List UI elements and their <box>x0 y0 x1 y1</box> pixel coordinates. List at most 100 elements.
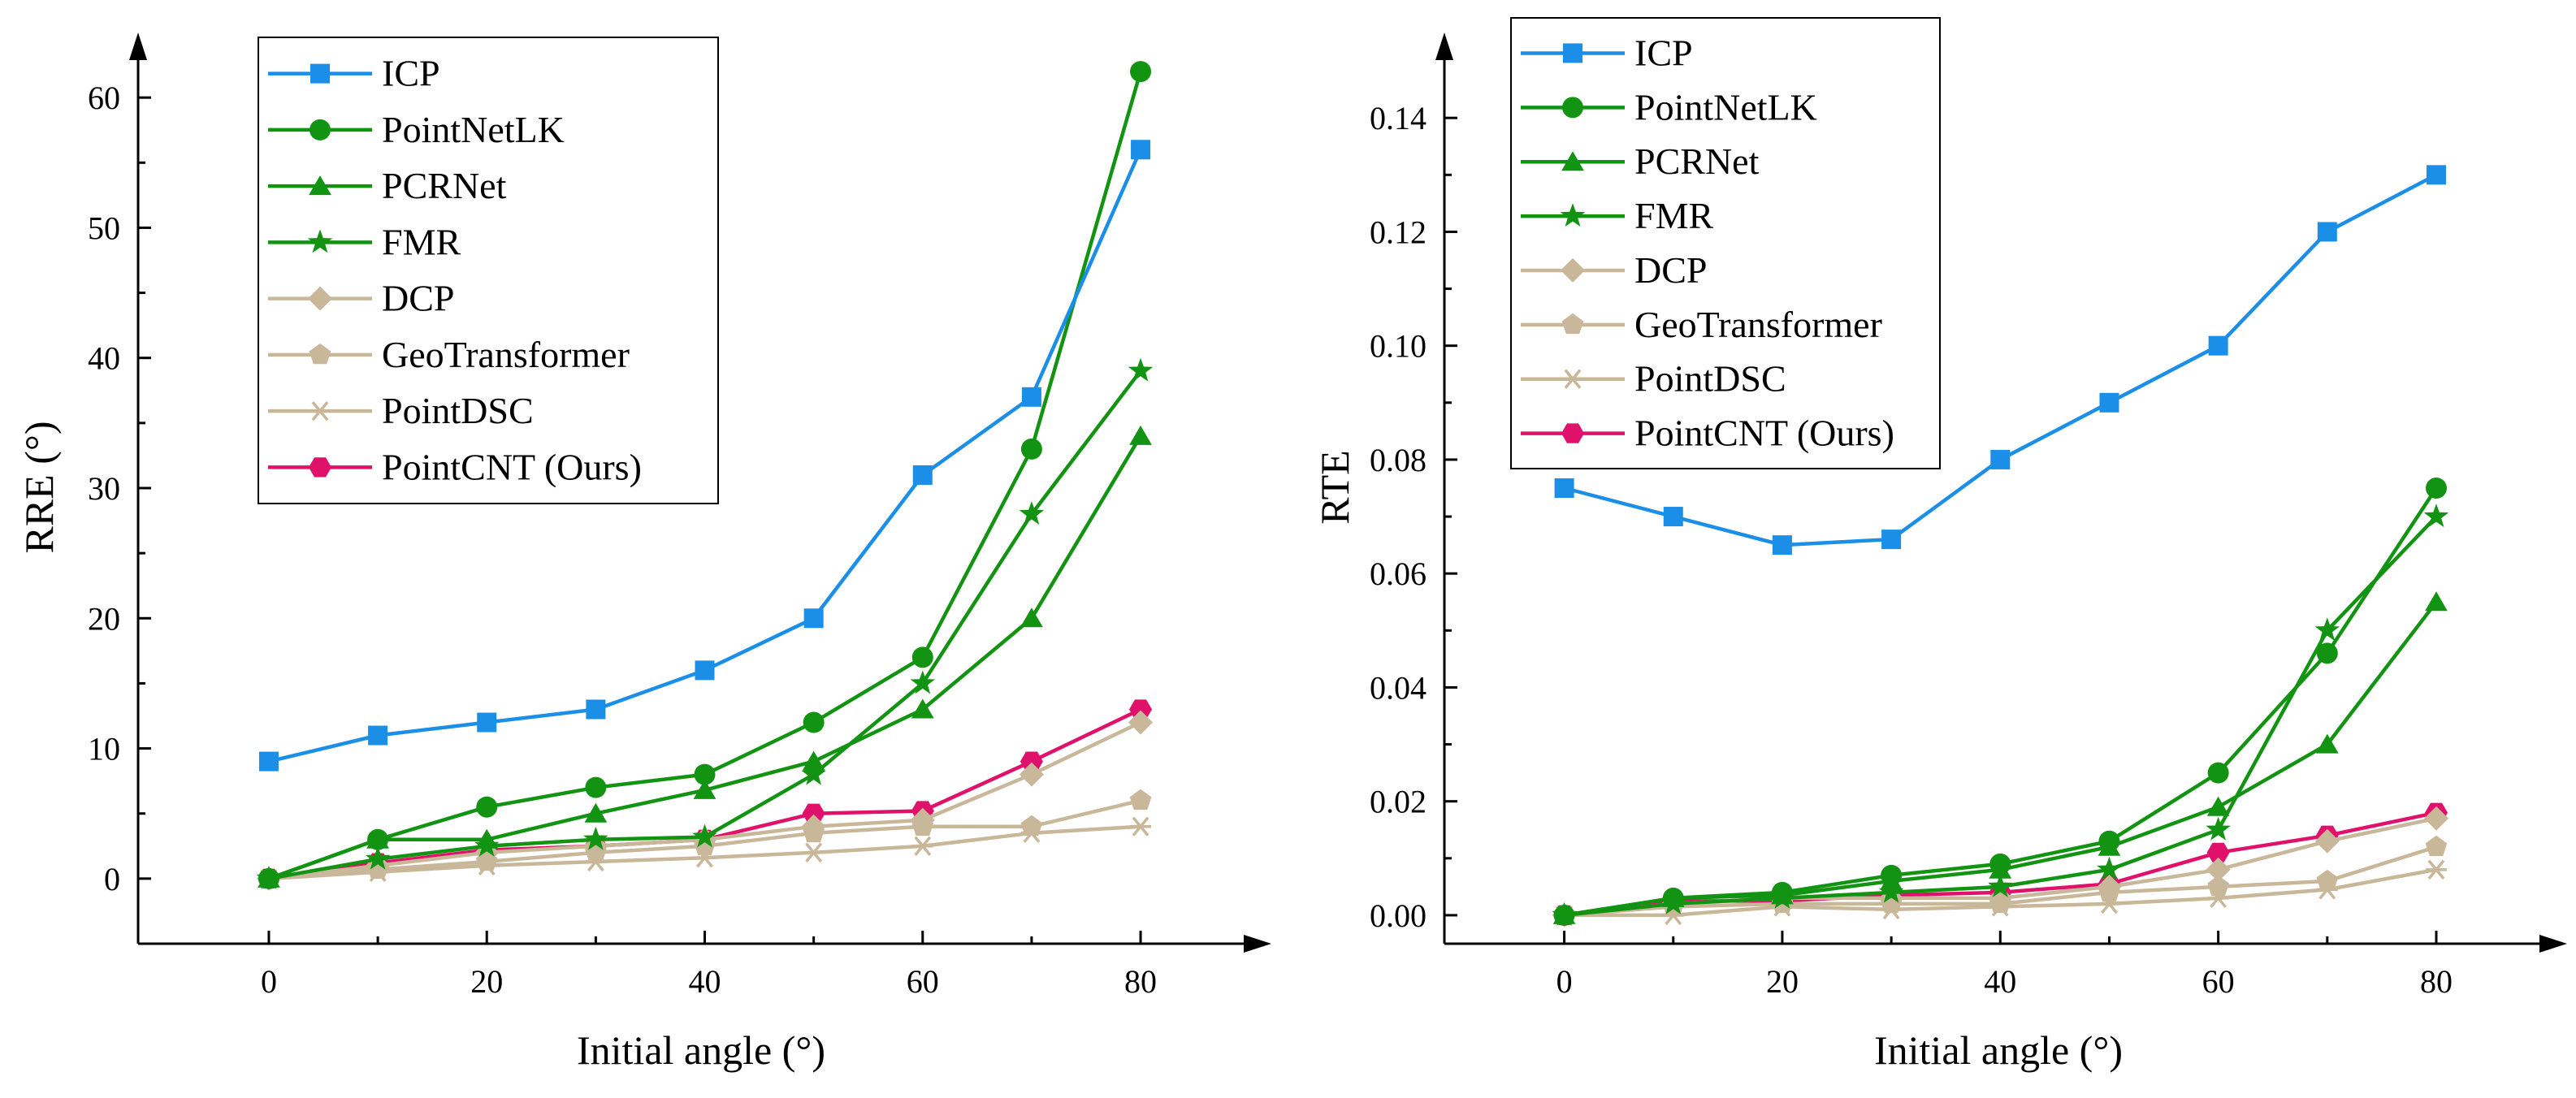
x-tick-label: 20 <box>1766 963 1799 1000</box>
data-point <box>2316 733 2339 754</box>
legend-label: GeoTransformer <box>382 334 630 375</box>
data-point <box>2207 762 2229 784</box>
data-point <box>2097 856 2122 880</box>
data-point <box>803 608 824 629</box>
data-point <box>258 867 279 889</box>
legend-marker <box>308 286 332 311</box>
legend-entry-pointcnt-ours: PointCNT (Ours) <box>1521 413 1894 454</box>
data-point <box>802 750 825 771</box>
x-tick-label: 80 <box>2420 963 2453 1000</box>
x-tick-label: 0 <box>261 963 277 1000</box>
data-point <box>2425 478 2447 499</box>
legend-label: FMR <box>382 221 461 262</box>
x-tick-label: 0 <box>1556 963 1573 1000</box>
legend-marker <box>307 229 333 253</box>
data-point <box>476 796 498 818</box>
axes: 0.00 0.02 0.04 0.06 0.08 0.10 0.12 0.14 0 20 40 60 8… <box>1370 32 2567 1000</box>
legend-label: PointNetLK <box>1634 86 1817 128</box>
y-axis-title: RTE <box>1312 450 1357 524</box>
x-tick-label: 20 <box>470 963 503 1000</box>
data-point <box>2426 165 2446 185</box>
data-point <box>1129 789 1152 810</box>
legend-marker <box>310 119 331 140</box>
data-point <box>1128 710 1153 735</box>
data-point <box>477 712 497 733</box>
legend-marker <box>309 175 331 196</box>
x-tick-label: 60 <box>2202 963 2235 1000</box>
legend-label: GeoTransformer <box>1634 304 1882 345</box>
legend-marker <box>309 343 331 365</box>
data-point <box>1019 762 1044 787</box>
data-point <box>2425 835 2448 857</box>
legend-marker <box>1562 97 1583 119</box>
legend-entry-pcrnet: PCRNet <box>268 165 507 206</box>
data-point <box>2314 828 2340 854</box>
data-point <box>693 779 717 799</box>
data-point <box>585 776 607 798</box>
legend-marker <box>1561 313 1584 335</box>
data-point <box>2317 222 2337 242</box>
data-point <box>2206 796 2230 816</box>
data-point <box>802 803 825 824</box>
data-point <box>2424 806 2448 831</box>
data-point <box>2206 842 2230 862</box>
y-tick-label: 20 <box>88 600 120 637</box>
legend-label: ICP <box>382 53 440 94</box>
legend-label: PointCNT (Ours) <box>1634 413 1894 454</box>
legend-marker <box>1560 203 1586 227</box>
data-point <box>1554 478 1574 498</box>
y-tick-label: 40 <box>88 340 120 377</box>
data-point <box>694 763 716 785</box>
x-tick-label: 60 <box>907 963 939 1000</box>
data-point <box>2208 335 2228 356</box>
chart-panel-2: 0.00 0.02 0.04 0.06 0.08 0.10 0.12 0.14 0 20 40 60 8… <box>1312 17 2567 1073</box>
y-tick-label: 50 <box>88 210 120 246</box>
legend-entry-geotransformer: GeoTransformer <box>268 334 630 375</box>
legend: ICP PointNetLK PCRNet FMR DCP GeoTransformer P… <box>1510 17 1941 469</box>
y-axis-arrow <box>129 32 147 60</box>
data-point <box>2098 830 2120 852</box>
data-point <box>1130 61 1152 83</box>
legend-label: FMR <box>1634 195 1713 236</box>
data-point <box>2316 642 2338 664</box>
legend-marker <box>310 400 331 421</box>
legend-entry-dcp: DCP <box>1521 249 1707 291</box>
data-point <box>1990 449 2011 469</box>
legend-entry-icp: ICP <box>1521 32 1693 73</box>
data-point <box>1020 438 1042 460</box>
legend-label: PointDSC <box>382 390 534 431</box>
x-tick-label: 40 <box>1984 963 2016 1000</box>
legend-label: ICP <box>1634 32 1693 73</box>
data-point <box>801 814 826 839</box>
data-point <box>258 751 279 772</box>
data-point <box>695 660 715 681</box>
data-point <box>2207 875 2229 897</box>
y-tick-label: 0.12 <box>1370 214 1427 250</box>
legend-entry-pointdsc: PointDSC <box>268 390 534 431</box>
data-point <box>2099 392 2119 413</box>
series-dcp <box>257 710 1153 891</box>
data-point <box>2425 591 2448 612</box>
legend-entry-fmr: FMR <box>1521 195 1713 236</box>
legend-entry-pointdsc: PointDSC <box>1521 358 1786 400</box>
data-point <box>2316 869 2339 891</box>
data-point <box>367 828 389 850</box>
data-point <box>586 699 606 720</box>
data-point <box>1129 425 1152 445</box>
data-point <box>2206 857 2231 882</box>
legend-entry-dcp: DCP <box>268 278 454 319</box>
legend-entry-pointnetlk: PointNetLK <box>1521 86 1817 128</box>
data-point <box>910 807 935 832</box>
y-tick-label: 60 <box>88 80 120 116</box>
y-tick-label: 0.00 <box>1370 897 1427 934</box>
legend-marker <box>309 457 331 478</box>
data-point <box>1988 873 2013 897</box>
data-point <box>803 711 825 733</box>
legend-marker <box>1562 369 1583 389</box>
legend-label: DCP <box>382 278 454 319</box>
x-axis-arrow <box>2539 935 2567 953</box>
data-point <box>1131 140 1151 160</box>
data-point <box>1129 699 1152 720</box>
legend-entry-pointnetlk: PointNetLK <box>268 109 565 150</box>
